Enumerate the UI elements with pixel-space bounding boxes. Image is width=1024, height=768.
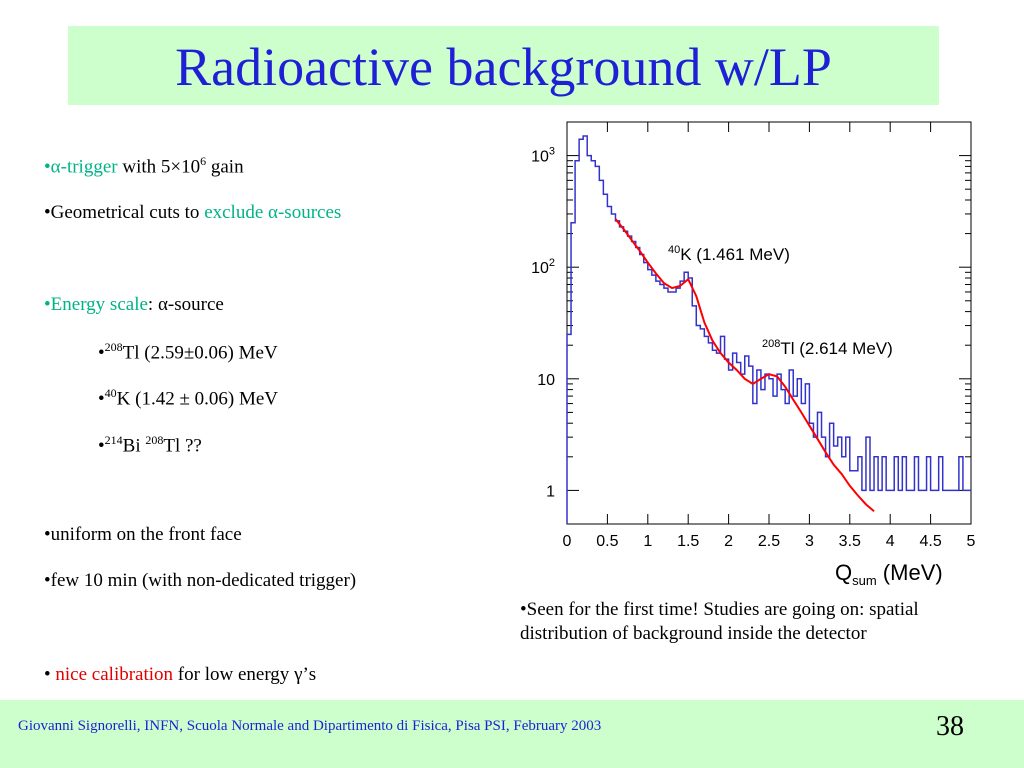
isotope-mass: 214	[104, 433, 123, 447]
page-number: 38	[936, 711, 964, 742]
bullet-uniform: •uniform on the front face	[44, 524, 242, 545]
x-tick-label: 3	[805, 533, 814, 550]
x-tick-label: 3.5	[839, 533, 861, 550]
y-tick-label: 102	[531, 257, 555, 277]
x-tick-label: 4.5	[919, 533, 941, 550]
bullet-dot: •	[44, 664, 56, 685]
isotope-mass: 208	[145, 433, 164, 447]
bullet-nice-calibration: • nice calibration for low energy γ’s	[44, 664, 316, 686]
histogram-series-line	[566, 135, 971, 524]
bullet-dot: •	[98, 342, 105, 364]
sources-text: -sources	[277, 202, 342, 223]
gain-text: with 5×10	[117, 156, 201, 178]
observation-note: •Seen for the first time! Studies are go…	[520, 599, 919, 644]
x-tick-label: 1	[643, 533, 652, 550]
exclude-text: exclude	[204, 202, 269, 223]
x-tick-label: 1.5	[677, 533, 699, 550]
isotope-mass: 40	[104, 386, 117, 400]
alpha-symbol: α	[50, 156, 61, 178]
y-tick-label: 10	[537, 372, 555, 389]
tl-question-text: Tl ??	[163, 435, 202, 457]
bullet-geometrical-cuts: •Geometrical cuts to exclude α-sources	[44, 202, 341, 224]
colon-text: :	[147, 294, 158, 315]
low-energy-text: for low energy	[173, 664, 295, 685]
x-tick-label: 0.5	[596, 533, 618, 550]
energy-scale-text: Energy scale	[50, 294, 148, 315]
bullet-alpha-trigger: •α-trigger with 5×106 gain	[44, 154, 244, 178]
footer-bar	[0, 700, 1024, 768]
bi-text: Bi	[122, 435, 146, 457]
gain-tail: gain	[206, 156, 244, 178]
x-tick-label: 0	[563, 533, 572, 550]
gain-exponent: 6	[200, 154, 207, 168]
sub-bullet-tl208: •208Tl (2.59±0.06) MeV	[98, 340, 278, 364]
y-tick-label: 1	[546, 483, 555, 500]
alpha-trigger-text: -trigger	[60, 156, 118, 178]
bullet-few-minutes: •few 10 min (with non-dedicated trigger)	[44, 570, 357, 591]
peak-annotation: 208Tl (2.614 MeV)	[762, 338, 893, 358]
bullet-energy-scale: •Energy scale: α-source	[44, 294, 224, 316]
gamma-tail: ’s	[302, 664, 317, 685]
x-tick-label: 5	[967, 533, 976, 550]
gamma-symbol: γ	[294, 664, 303, 685]
alpha-symbol: α	[268, 202, 278, 223]
x-tick-label: 2.5	[758, 533, 780, 550]
isotope-mass: 208	[104, 340, 123, 354]
alpha-symbol: α	[157, 294, 168, 315]
bullet-dot: •	[44, 156, 51, 178]
bullet-dot: •	[98, 435, 105, 457]
peak-annotations: 40K (1.461 MeV) 208Tl (2.614 MeV)	[668, 244, 893, 358]
nice-calibration-text: nice calibration	[55, 664, 174, 685]
y-tick-label: 103	[531, 146, 555, 166]
title-banner: Radioactive background w/LP	[68, 26, 939, 105]
slide-title: Radioactive background w/LP	[175, 37, 832, 97]
sub-bullet-k40: •40K (1.42 ± 0.06) MeV	[98, 386, 278, 410]
x-tick-label: 4	[886, 533, 895, 550]
bullet-dot: •	[44, 294, 51, 315]
sub-bullet-bi214: •214Bi 208Tl ??	[98, 433, 202, 457]
bullet-dot: •	[98, 388, 105, 410]
x-tick-label: 2	[724, 533, 733, 550]
k-energy-text: K (1.42 ± 0.06) MeV	[116, 388, 279, 410]
footer-credit: Giovanni Signorelli, INFN, Scuola Normal…	[18, 718, 602, 734]
cuts-text: •Geometrical cuts to	[44, 202, 205, 223]
x-axis-label: Qsum (MeV)	[835, 560, 943, 588]
x-axis: 0 0.5 1 1.5 2 2.5 3 3.5 4 4.5 5	[563, 122, 976, 550]
fit-curve-line	[614, 218, 875, 513]
peak-annotation: 40K (1.461 MeV)	[668, 244, 790, 264]
source-text: -source	[167, 294, 224, 315]
tl-energy-text: Tl (2.59±0.06) MeV	[122, 342, 278, 364]
plot-frame	[566, 121, 972, 525]
